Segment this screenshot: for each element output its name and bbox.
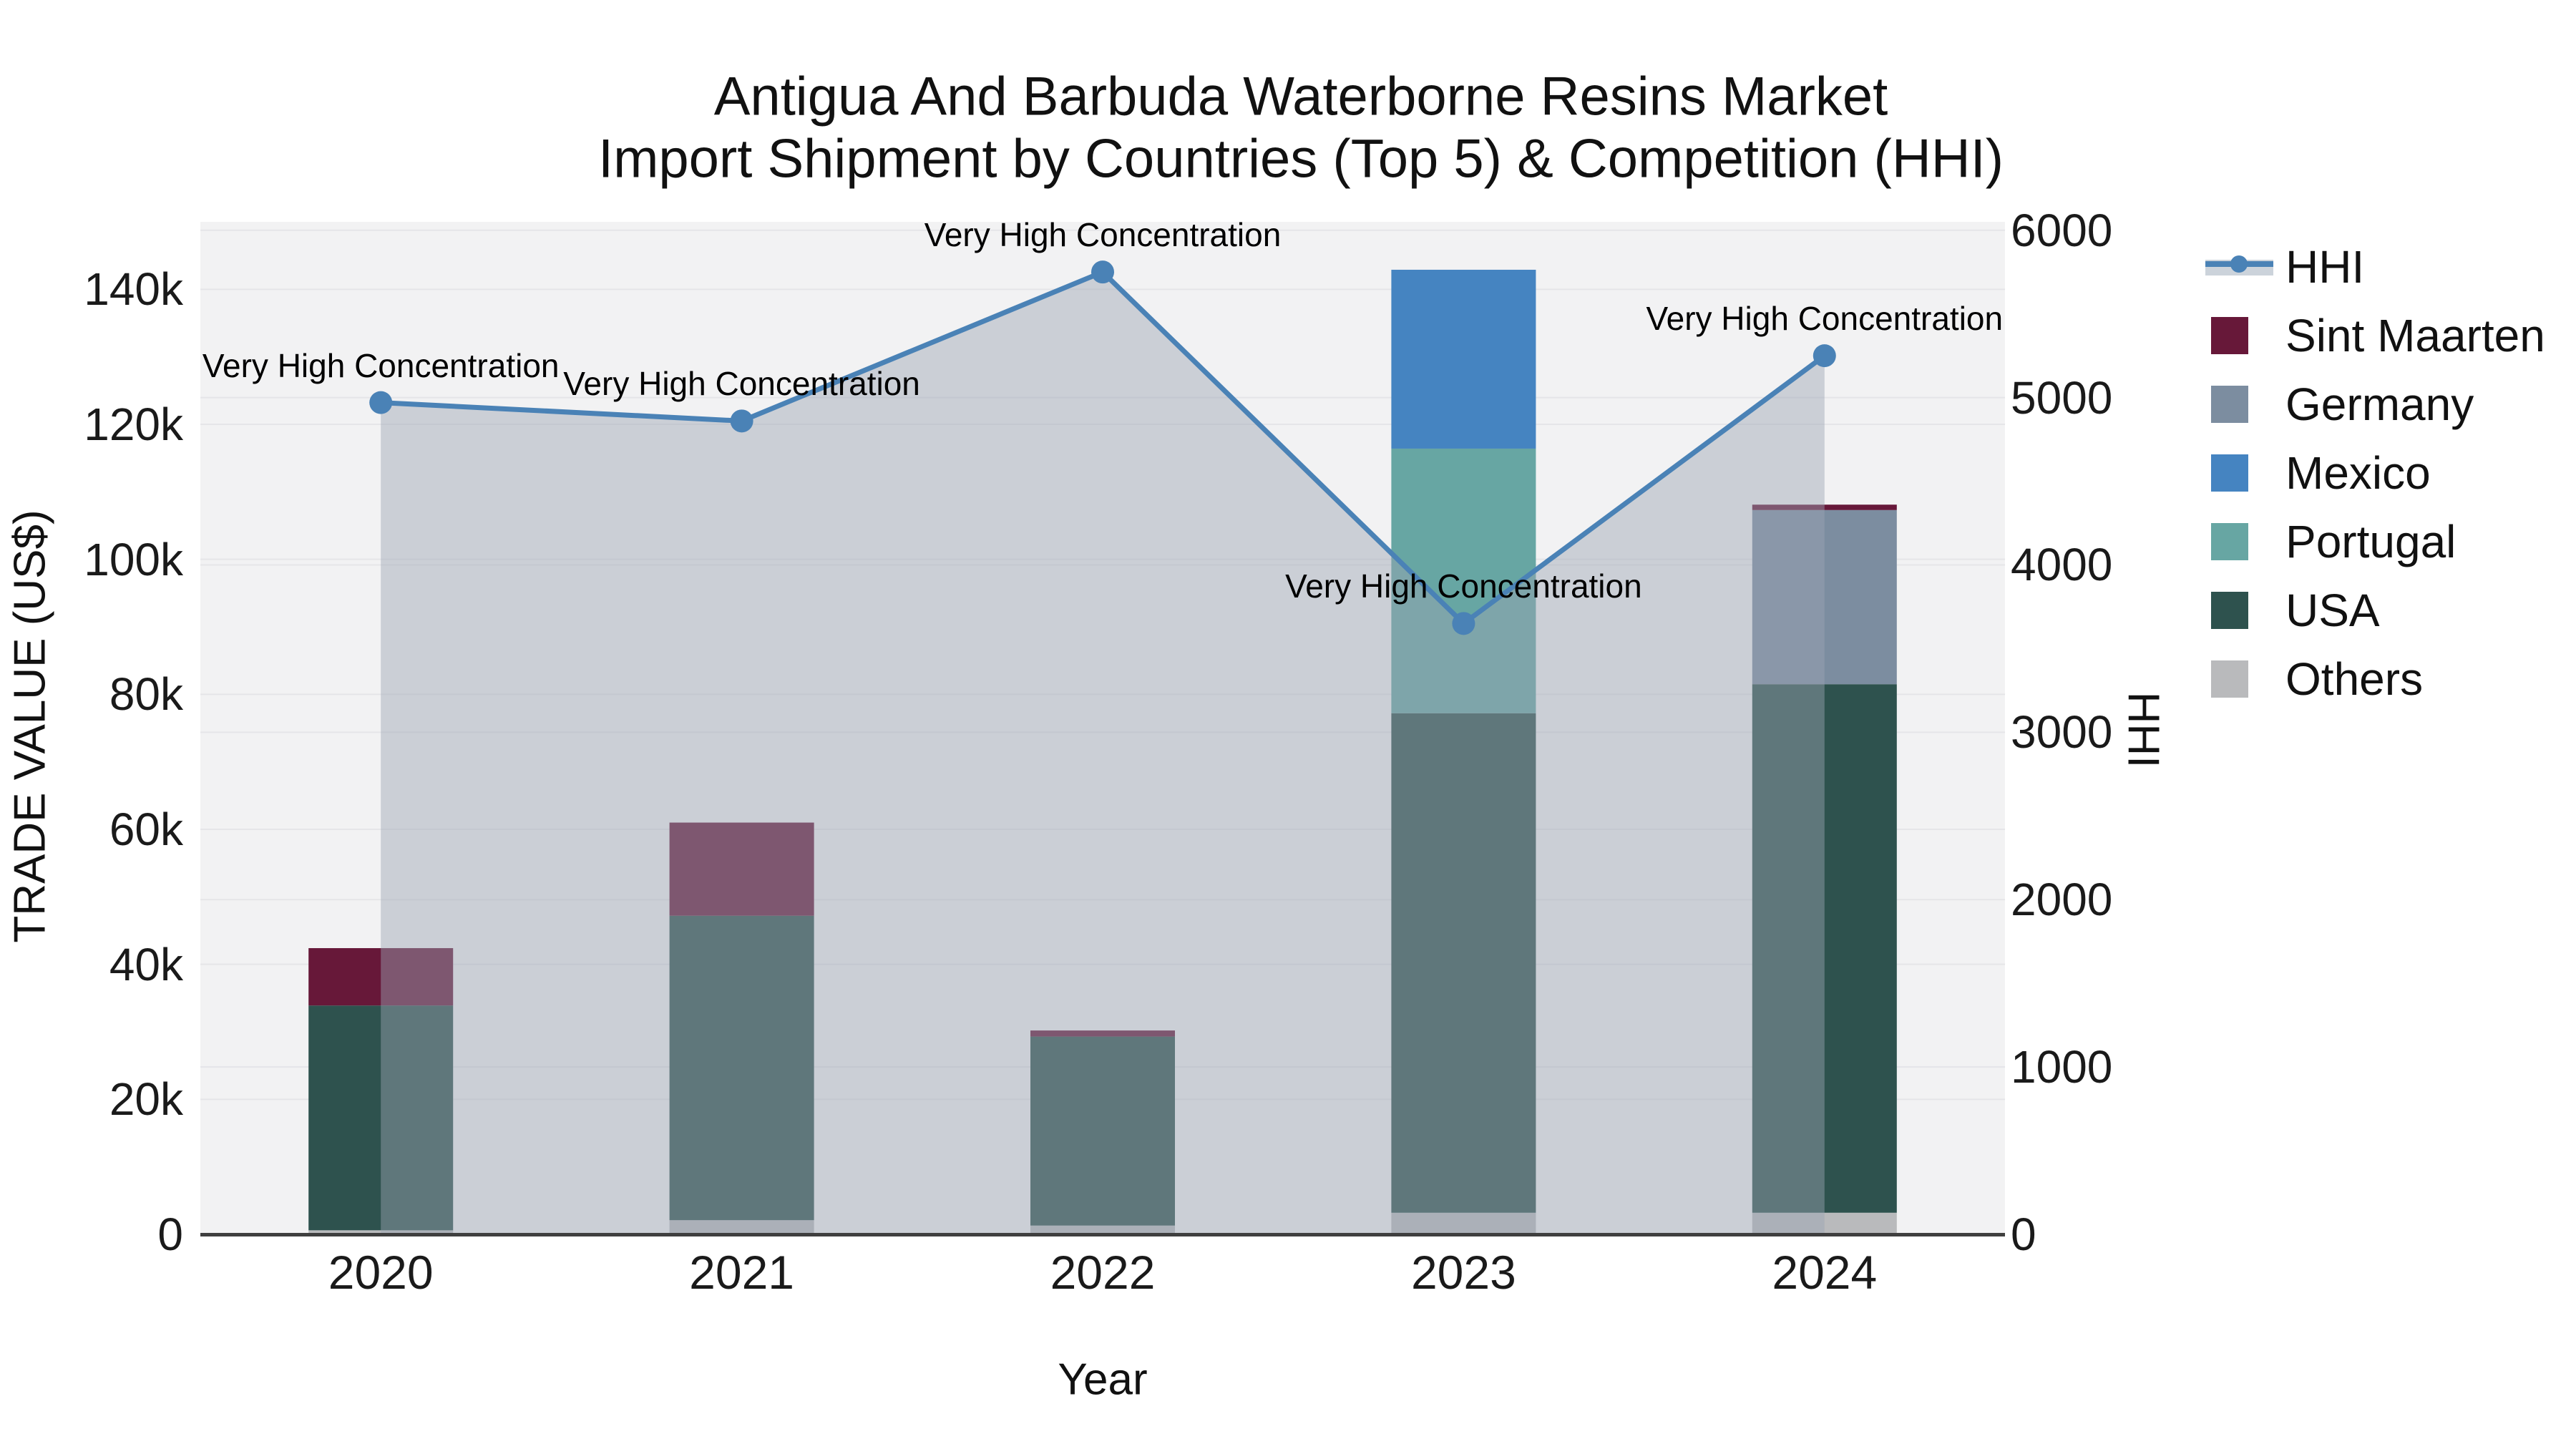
- legend-label: Germany: [2285, 379, 2474, 430]
- legend-label: Portugal: [2285, 516, 2457, 567]
- hhi-line-icon: [2205, 248, 2277, 286]
- bar-segment-others: [1752, 1212, 1897, 1234]
- x-tick-label: 2021: [689, 1246, 795, 1299]
- legend-item-portugal[interactable]: Portugal: [2205, 507, 2545, 576]
- bar-segment-sint-maarten: [308, 948, 454, 1006]
- bar-segment-sint-maarten: [1030, 1030, 1175, 1037]
- bar-segment-others: [669, 1220, 814, 1234]
- legend-color-swatch: [2211, 592, 2248, 629]
- y-tick-right: 3000: [2011, 706, 2113, 758]
- legend-item-mexico[interactable]: Mexico: [2205, 439, 2545, 507]
- legend: HHI Sint Maarten Germany Mexico Portugal USA O…: [2205, 233, 2545, 713]
- legend-color-swatch: [2211, 386, 2248, 423]
- legend-label: Sint Maarten: [2285, 310, 2545, 361]
- bar-segment-germany: [1752, 509, 1897, 685]
- y-tick-right: 2000: [2011, 874, 2113, 926]
- y-tick-left: 100k: [84, 533, 183, 585]
- legend-label: HHI: [2285, 241, 2365, 293]
- y-tick-right: 4000: [2011, 539, 2113, 591]
- y-tick-left: 60k: [109, 804, 183, 855]
- hhi-marker: [1091, 260, 1114, 284]
- y-tick-left: 40k: [109, 938, 183, 990]
- hhi-marker: [369, 391, 393, 414]
- bar-segment-sint-maarten: [669, 822, 814, 916]
- chart-title-line2: Import Shipment by Countries (Top 5) & C…: [597, 128, 2004, 190]
- y-tick-right: 6000: [2011, 204, 2113, 256]
- bar-segment-others: [1030, 1225, 1175, 1234]
- bar-segment-mexico: [1391, 269, 1536, 449]
- bar-segment-usa: [1752, 684, 1897, 1213]
- bar-segment-others: [308, 1230, 454, 1234]
- x-tick-label: 2022: [1050, 1246, 1156, 1299]
- hhi-annotation: Very High Concentration: [202, 346, 560, 384]
- x-axis-title: Year: [1058, 1355, 1148, 1405]
- legend-color-swatch: [2211, 523, 2248, 560]
- legend-label: USA: [2285, 585, 2380, 636]
- y-tick-left: 20k: [109, 1073, 183, 1126]
- y-tick-left: 120k: [84, 399, 183, 450]
- y-tick-right: 0: [2011, 1209, 2036, 1260]
- y-tick-left: 140k: [84, 263, 183, 316]
- hhi-marker: [1452, 612, 1475, 635]
- legend-item-usa[interactable]: USA: [2205, 576, 2545, 645]
- legend-item-germany[interactable]: Germany: [2205, 370, 2545, 439]
- y-tick-right: 5000: [2011, 371, 2113, 424]
- legend-swatch-icon: [2205, 386, 2277, 423]
- x-axis-line: [200, 1233, 2005, 1236]
- hhi-annotation: Very High Concentration: [924, 216, 1282, 254]
- chart-title-line1: Antigua And Barbuda Waterborne Resins Ma…: [713, 66, 1888, 127]
- y-axis-title-right: HHI: [2118, 691, 2168, 769]
- bar-segment-usa: [1030, 1036, 1175, 1226]
- hhi-area-fill: [381, 272, 1825, 1234]
- bar-segment-usa: [308, 1005, 454, 1231]
- legend-swatch-icon: [2205, 523, 2277, 560]
- hhi-marker: [1813, 344, 1836, 368]
- legend-item-others[interactable]: Others: [2205, 645, 2545, 713]
- hhi-annotation: Very High Concentration: [1285, 567, 1642, 605]
- hhi-annotation: Very High Concentration: [1646, 300, 2004, 338]
- legend-color-swatch: [2211, 660, 2248, 698]
- bar-segment-portugal: [1391, 448, 1536, 713]
- bar-segment-usa: [669, 915, 814, 1221]
- legend-swatch-icon: [2205, 454, 2277, 492]
- hhi-marker: [730, 409, 753, 433]
- x-tick-label: 2023: [1410, 1246, 1516, 1299]
- bar-segment-others: [1391, 1212, 1536, 1234]
- legend-color-swatch: [2211, 454, 2248, 492]
- legend-swatch-icon: [2205, 592, 2277, 629]
- y-tick-left: 0: [157, 1209, 183, 1260]
- y-tick-left: 80k: [109, 668, 183, 721]
- legend-label: Mexico: [2285, 447, 2431, 499]
- bar-segment-usa: [1391, 713, 1536, 1213]
- x-tick-label: 2020: [328, 1246, 434, 1299]
- legend-item-hhi[interactable]: HHI: [2205, 233, 2545, 301]
- x-tick-label: 2024: [1772, 1246, 1878, 1299]
- y-tick-right: 1000: [2011, 1041, 2113, 1093]
- hhi-annotation: Very High Concentration: [563, 365, 920, 403]
- legend-swatch-icon: [2205, 660, 2277, 698]
- legend-color-swatch: [2211, 317, 2248, 354]
- legend-swatch-icon: [2205, 317, 2277, 354]
- legend-label: Others: [2285, 653, 2424, 705]
- bar-segment-sint-maarten: [1752, 504, 1897, 510]
- legend-item-sint-maarten[interactable]: Sint Maarten: [2205, 301, 2545, 370]
